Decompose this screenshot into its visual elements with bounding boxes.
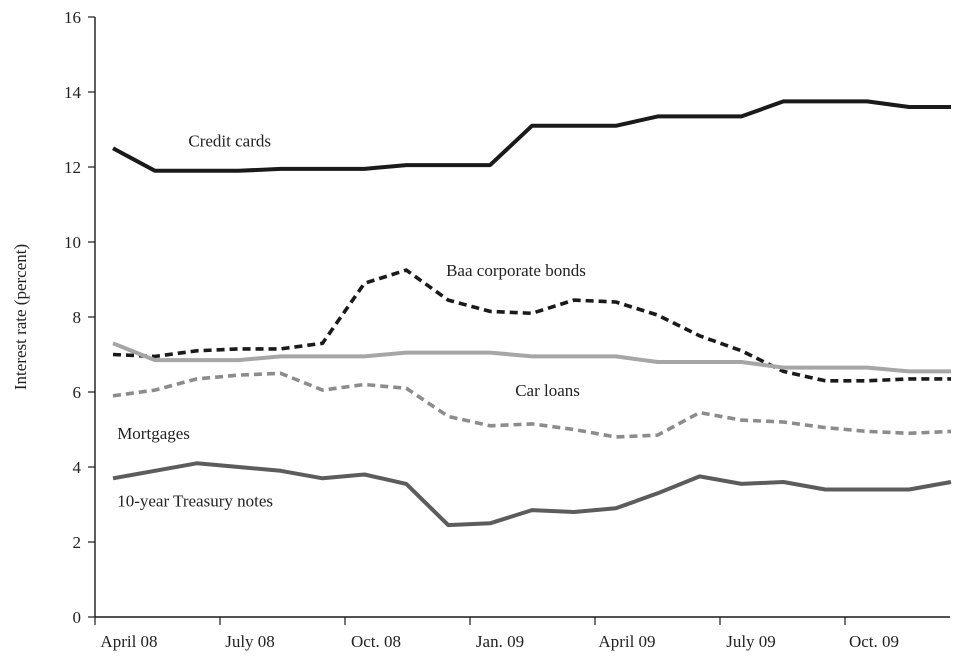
x-tick-label: Oct. 09 <box>849 632 899 651</box>
y-tick-label: 12 <box>64 158 81 177</box>
y-tick-label: 14 <box>64 83 82 102</box>
x-tick-label: Oct. 08 <box>351 632 401 651</box>
x-tick-label: April 08 <box>100 632 157 651</box>
x-tick-label: July 08 <box>225 632 275 651</box>
y-axis-title: Interest rate (percent) <box>11 244 30 390</box>
y-tick-label: 8 <box>73 308 82 327</box>
y-tick-label: 16 <box>64 8 81 27</box>
y-tick-label: 10 <box>64 233 81 252</box>
series-labels: Credit cards Baa corporate bonds Car loans… <box>117 131 586 510</box>
axes <box>94 17 950 618</box>
series-line-credit-cards <box>112 99 951 173</box>
series-line-car-loans <box>112 341 951 374</box>
x-tick-label: Jan. 09 <box>476 632 524 651</box>
series-label-mortgages: Mortgages <box>117 424 190 443</box>
y-tick-label: 6 <box>73 383 82 402</box>
series-label-credit-cards: Credit cards <box>188 131 271 150</box>
x-ticks: April 08 July 08 Oct. 08 Jan. 09 April 09 Jul… <box>94 617 899 651</box>
series-label-baa-corporate-bonds: Baa corporate bonds <box>446 261 586 280</box>
y-tick-label: 4 <box>73 458 82 477</box>
series-line-10-year-treasury-notes <box>112 461 952 528</box>
x-tick-label: April 09 <box>598 632 655 651</box>
y-ticks: 0 2 4 6 8 10 12 14 16 <box>64 8 95 627</box>
series-label-10-year-treasury-notes: 10-year Treasury notes <box>117 491 273 510</box>
x-tick-label: July 09 <box>726 632 776 651</box>
series-line-baa-corporate-bonds <box>112 268 951 383</box>
y-tick-label: 2 <box>73 533 82 552</box>
y-tick-label: 0 <box>73 608 82 627</box>
series <box>112 99 952 528</box>
series-label-car-loans: Car loans <box>515 381 580 400</box>
series-line-mortgages <box>112 371 952 439</box>
